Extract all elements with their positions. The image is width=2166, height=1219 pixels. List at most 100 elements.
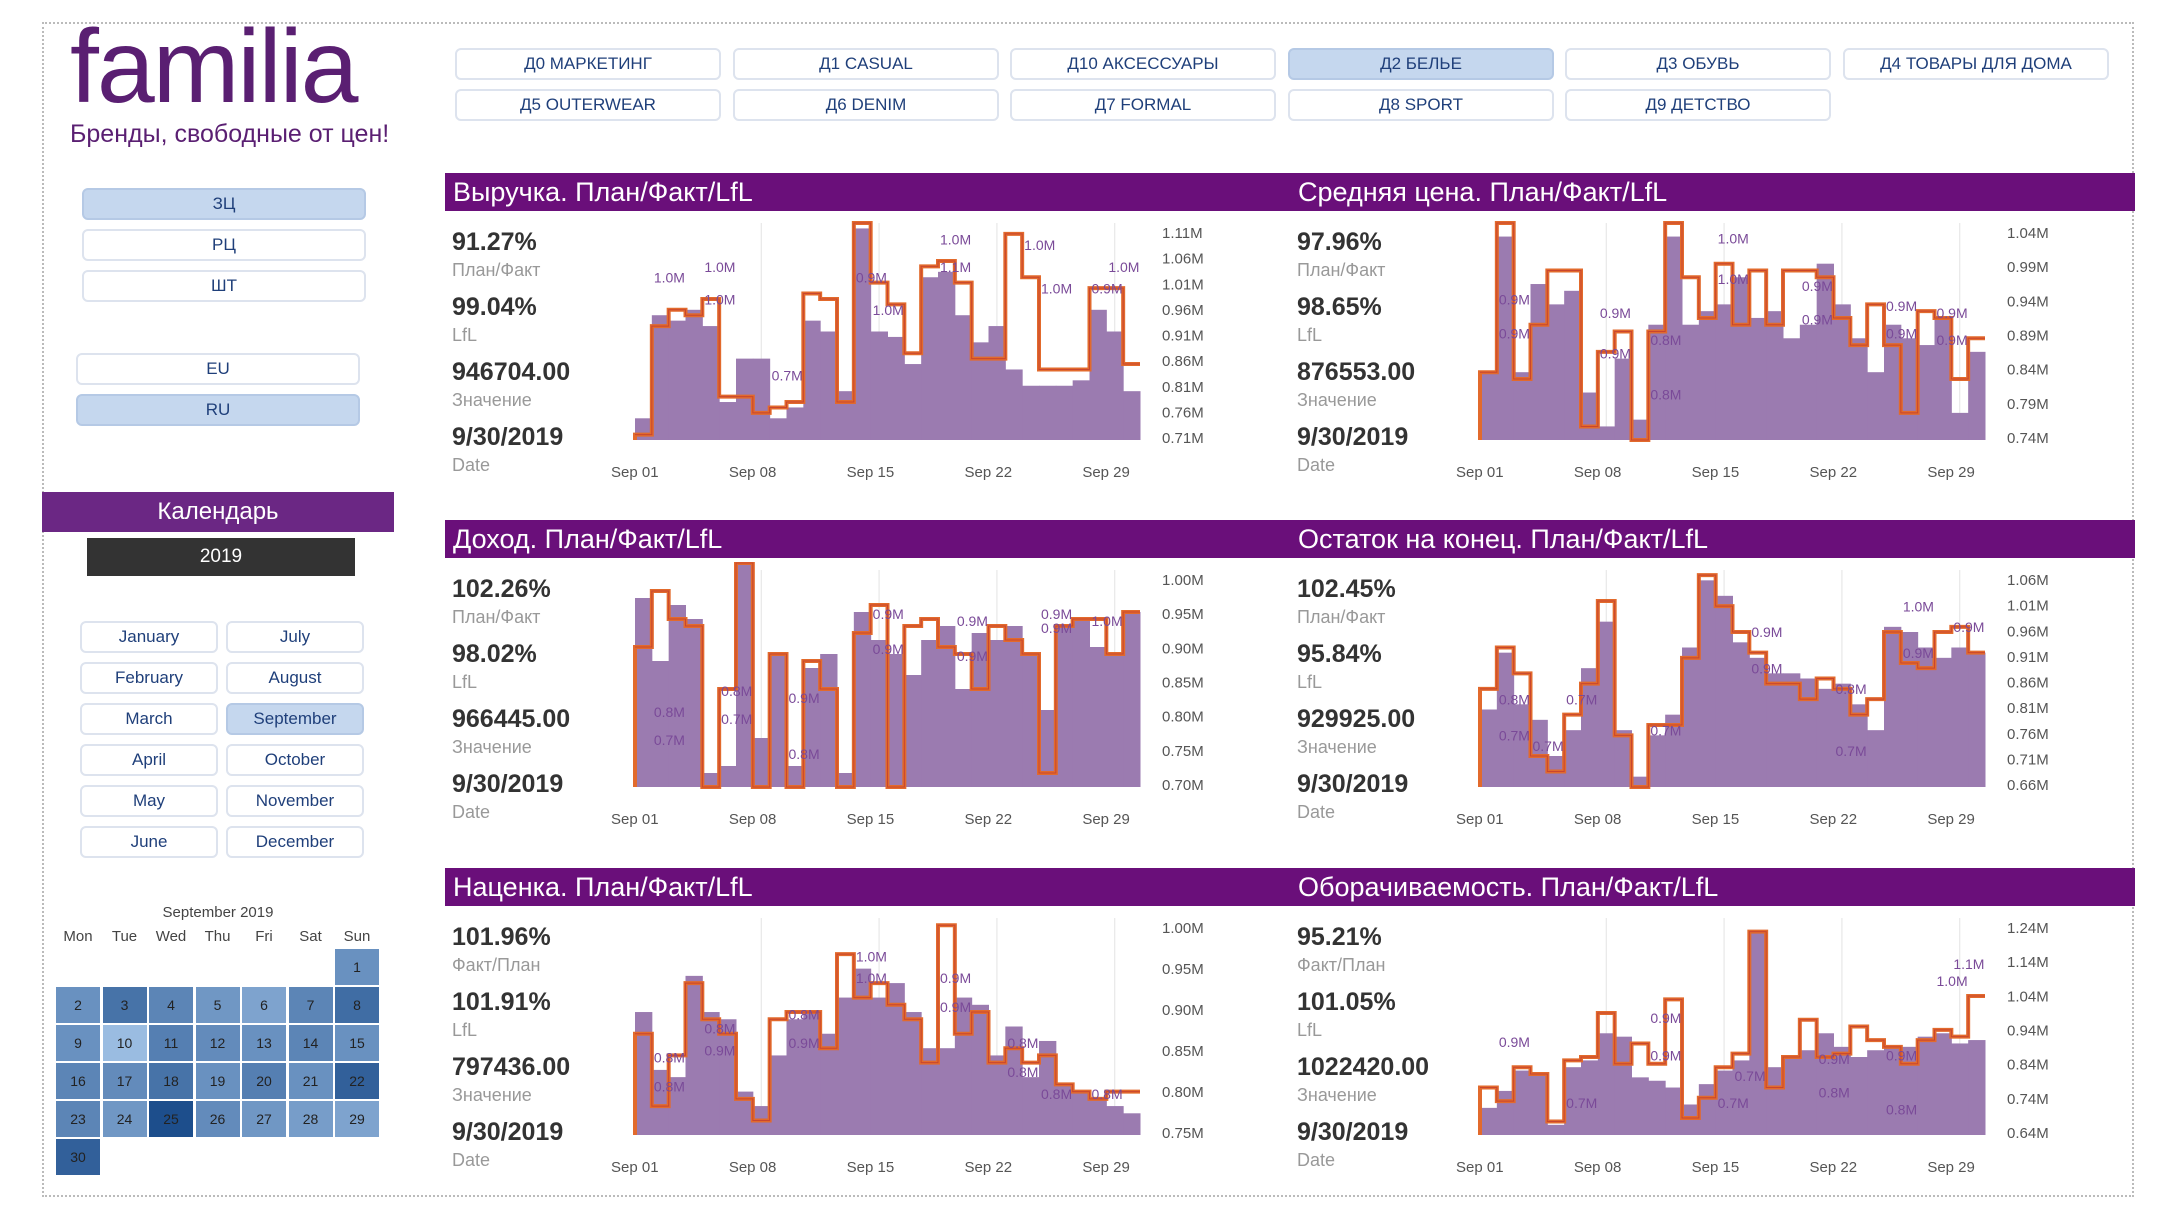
fact-bar[interactable] [1089, 309, 1107, 440]
fact-bar[interactable] [719, 766, 737, 787]
fact-bar[interactable] [904, 1012, 922, 1135]
fact-bar[interactable] [1513, 704, 1531, 787]
fact-bar[interactable] [1123, 391, 1141, 440]
fact-bar[interactable] [1900, 338, 1919, 440]
month-button[interactable]: September [226, 703, 364, 735]
fact-bar[interactable] [1631, 776, 1649, 787]
fact-bar[interactable] [1496, 1090, 1515, 1135]
fact-bar[interactable] [1039, 385, 1057, 440]
fact-bar[interactable] [1055, 385, 1074, 440]
fact-bar[interactable] [887, 983, 905, 1135]
calendar-day-cell[interactable]: 23 [55, 1100, 101, 1138]
fact-bar[interactable] [769, 418, 787, 440]
fact-bar[interactable] [870, 997, 888, 1135]
fact-bar[interactable] [1581, 668, 1599, 787]
fact-bar[interactable] [1968, 351, 1986, 440]
fact-bar[interactable] [870, 640, 888, 787]
fact-bar[interactable] [1480, 372, 1498, 440]
department-button[interactable]: Д3 ОБУВЬ [1565, 48, 1831, 80]
fact-bar[interactable] [1766, 1067, 1784, 1135]
fact-bar[interactable] [820, 654, 838, 787]
month-button[interactable]: February [80, 662, 218, 694]
fact-bar[interactable] [1496, 236, 1515, 440]
fact-bar[interactable] [1884, 1046, 1902, 1135]
fact-bar[interactable] [803, 668, 821, 787]
fact-bar[interactable] [1934, 317, 1952, 440]
fact-bar[interactable] [1597, 426, 1616, 440]
calendar-day-cell[interactable]: 2 [55, 986, 101, 1024]
fact-bar[interactable] [736, 563, 754, 787]
fact-bar[interactable] [1766, 673, 1784, 787]
fact-bar[interactable] [1850, 704, 1868, 787]
fact-bar[interactable] [1867, 1050, 1885, 1135]
fact-bar[interactable] [769, 1055, 787, 1135]
calendar-day-cell[interactable]: 13 [241, 1024, 287, 1062]
fact-bar[interactable] [1665, 236, 1683, 440]
fact-bar[interactable] [1951, 412, 1969, 440]
fact-bar[interactable] [1022, 385, 1040, 440]
fact-bar[interactable] [1951, 1043, 1969, 1135]
fact-bar[interactable] [837, 997, 855, 1135]
fact-bar[interactable] [651, 661, 670, 787]
fact-bar[interactable] [1715, 595, 1733, 787]
fact-bar[interactable] [837, 773, 855, 787]
fact-bar[interactable] [988, 1055, 1006, 1135]
fact-bar[interactable] [786, 1019, 804, 1135]
fact-bar[interactable] [1039, 1040, 1057, 1135]
fact-bar[interactable] [1648, 735, 1666, 787]
fact-bar[interactable] [668, 1077, 686, 1135]
fact-bar[interactable] [1005, 1026, 1023, 1136]
fact-bar[interactable] [904, 364, 922, 440]
fact-bar[interactable] [1951, 647, 1969, 788]
fact-bar[interactable] [1900, 632, 1919, 787]
fact-bar[interactable] [971, 633, 989, 787]
calendar-day-cell[interactable]: 27 [241, 1100, 287, 1138]
year-selector[interactable]: 2019 [87, 538, 355, 576]
month-button[interactable]: October [226, 744, 364, 776]
fact-bar[interactable] [837, 391, 855, 440]
fact-bar[interactable] [1005, 369, 1023, 440]
fact-bar[interactable] [1749, 931, 1767, 1135]
fact-bar[interactable] [635, 598, 653, 787]
fact-bar[interactable] [921, 1048, 939, 1135]
fact-bar[interactable] [1900, 1046, 1919, 1135]
fact-bar[interactable] [887, 654, 905, 787]
fact-bar[interactable] [1648, 324, 1666, 440]
fact-bar[interactable] [820, 1033, 838, 1135]
fact-bar[interactable] [1072, 380, 1090, 440]
fact-bar[interactable] [752, 358, 771, 440]
calendar-day-cell[interactable]: 21 [287, 1062, 334, 1100]
calendar-day-cell[interactable]: 30 [55, 1138, 101, 1176]
calendar-day-cell[interactable]: 17 [101, 1062, 148, 1100]
fact-bar[interactable] [702, 326, 720, 440]
fact-bar[interactable] [954, 315, 973, 440]
fact-bar[interactable] [1833, 1046, 1851, 1135]
fact-bar[interactable] [1682, 324, 1700, 440]
fact-bar[interactable] [938, 1048, 956, 1135]
fact-bar[interactable] [1614, 1036, 1632, 1135]
fact-bar[interactable] [921, 277, 939, 440]
calendar-day-cell[interactable]: 22 [334, 1062, 380, 1100]
calendar-day-cell[interactable]: 25 [148, 1100, 194, 1138]
fact-bar[interactable] [1530, 719, 1548, 787]
fact-bar[interactable] [1513, 372, 1531, 440]
fact-bar[interactable] [1867, 372, 1885, 440]
fact-bar[interactable] [719, 1019, 737, 1135]
fact-bar[interactable] [954, 997, 973, 1135]
fact-bar[interactable] [954, 689, 973, 787]
department-button[interactable]: Д1 CASUAL [733, 48, 999, 80]
fact-bar[interactable] [1022, 654, 1040, 787]
fact-bar[interactable] [1039, 710, 1057, 787]
calendar-day-cell[interactable]: 26 [194, 1100, 241, 1138]
fact-bar[interactable] [1123, 612, 1141, 787]
fact-bar[interactable] [1513, 1070, 1531, 1135]
fact-bar[interactable] [1022, 1077, 1040, 1135]
calendar-day-cell[interactable]: 7 [287, 986, 334, 1024]
fact-bar[interactable] [1833, 683, 1851, 787]
fact-bar[interactable] [1682, 647, 1700, 788]
fact-bar[interactable] [803, 1012, 821, 1135]
department-button[interactable]: Д5 OUTERWEAR [455, 89, 721, 121]
fact-bar[interactable] [1715, 1070, 1733, 1135]
fact-bar[interactable] [1564, 730, 1582, 787]
fact-bar[interactable] [1850, 1057, 1868, 1135]
